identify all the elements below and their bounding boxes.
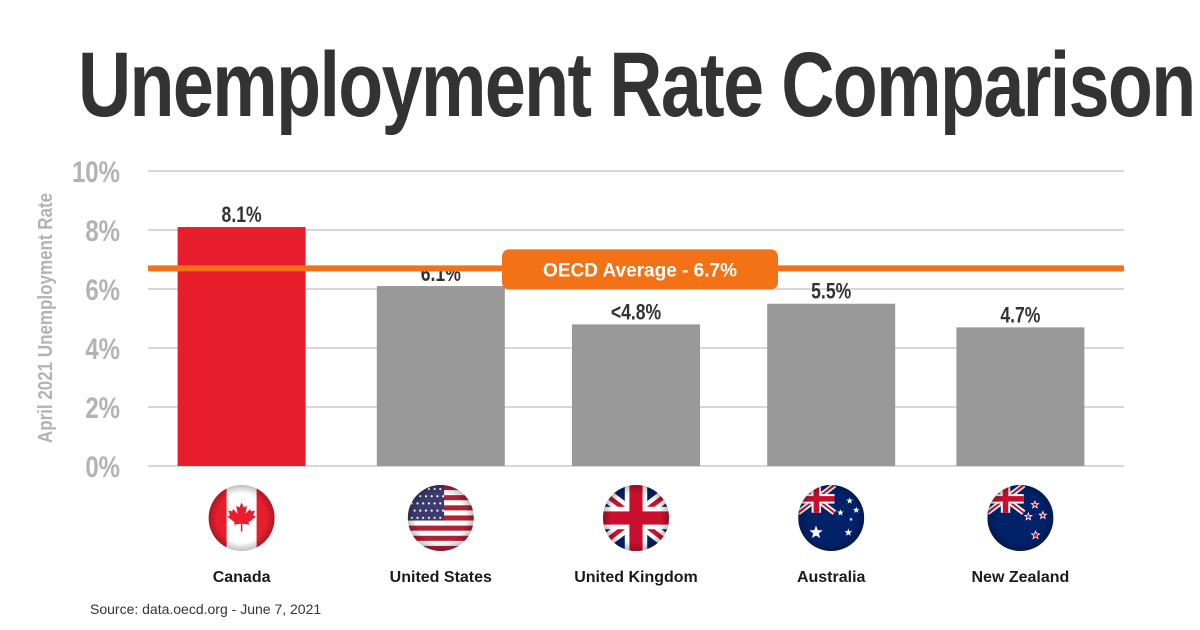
country-labels: Canada United States United Kingdom Austral…: [213, 569, 1070, 586]
source-note: Source: data.oecd.org - June 7, 2021: [90, 601, 321, 617]
x-tick-label: United Kingdom: [574, 569, 698, 586]
oecd-average-label: OECD Average - 6.7%: [543, 260, 737, 281]
bar-data-label: 5.5%: [811, 280, 851, 304]
flag-shading: [987, 485, 1054, 551]
flag-shading: [407, 485, 474, 551]
bar-united-states: [376, 286, 505, 466]
x-tick-label: United States: [390, 569, 492, 586]
bar-united-kingdom: [572, 324, 700, 466]
x-tick-label: Canada: [213, 569, 271, 586]
y-tick-label: 10%: [72, 154, 120, 188]
y-tick-label: 6%: [85, 272, 120, 306]
y-tick-label: 8%: [85, 213, 120, 247]
y-axis-label: April 2021 Unemployment Rate: [34, 193, 57, 443]
y-axis-ticks: 0% 2% 4% 6% 8% 10%: [72, 154, 120, 483]
y-tick-label: 2%: [85, 390, 120, 424]
bar-data-label: <4.8%: [611, 301, 662, 325]
flag-shading: [798, 485, 865, 551]
y-tick-label: 0%: [85, 449, 120, 483]
flags: [208, 485, 1054, 551]
flag-shading: [603, 485, 669, 551]
oecd-average-badge: [502, 249, 778, 290]
bar-australia: [767, 303, 896, 466]
x-tick-label: New Zealand: [971, 569, 1069, 586]
bar-data-label: 4.7%: [1000, 304, 1040, 328]
y-tick-label: 4%: [85, 331, 120, 365]
bar-new-zealand: [956, 327, 1085, 466]
bar-canada: [177, 227, 306, 466]
flag-shading: [208, 485, 275, 551]
oecd-average: OECD Average - 6.7%: [148, 249, 1124, 290]
bars: 8.1%6.1%<4.8%5.5%4.7%: [177, 203, 1085, 466]
bar-data-label: 8.1%: [222, 203, 262, 227]
x-tick-label: Australia: [797, 569, 866, 586]
